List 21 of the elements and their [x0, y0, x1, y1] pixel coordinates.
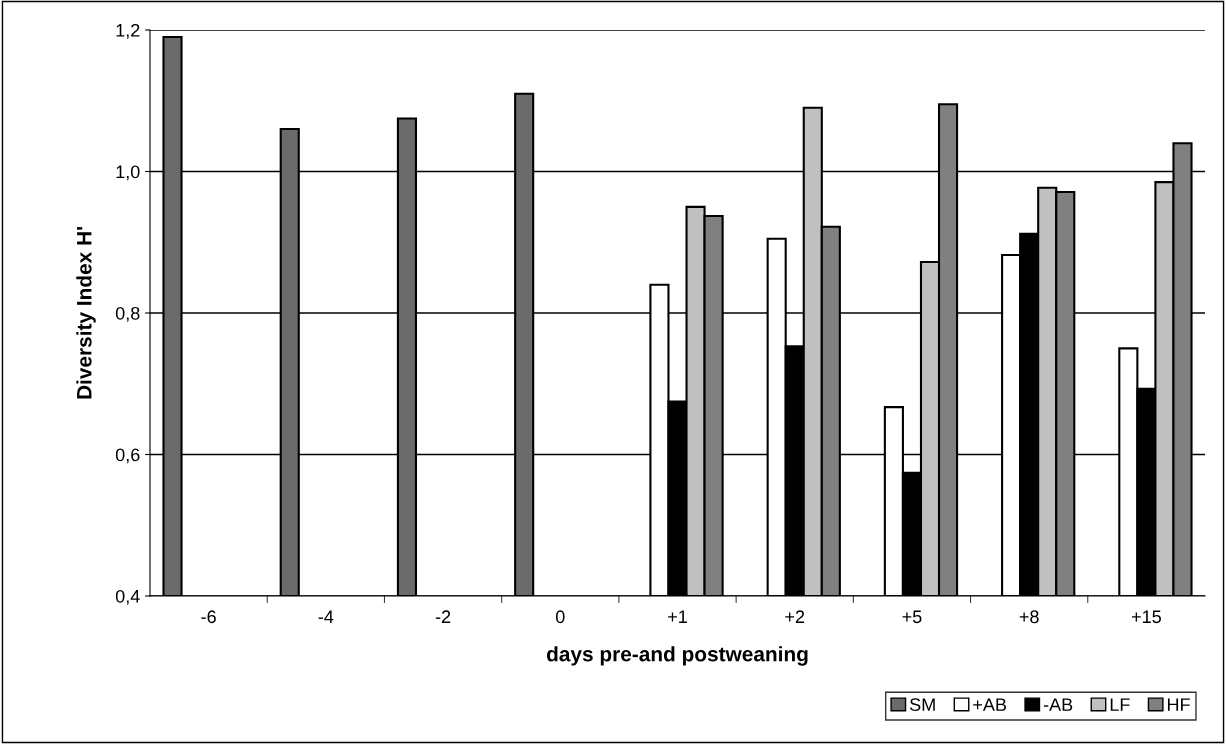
legend-label: -AB [1043, 698, 1073, 711]
x-tick-label: +2 [785, 610, 805, 623]
x-tick-label: +15 [1131, 610, 1161, 624]
legend-label: HF [1167, 698, 1190, 711]
x-axis-title: days pre-and postweaning [546, 646, 808, 666]
x-tick-label: -6 [201, 610, 216, 624]
y-tick-label: 0,4 [115, 589, 140, 605]
legend-label: LF [1110, 698, 1130, 711]
x-tick-label: +8 [1019, 610, 1039, 624]
y-axis-title: Diversity Index H' [76, 227, 96, 399]
y-tick-label: 1,0 [116, 165, 140, 181]
x-tick-label: +1 [668, 610, 687, 623]
legend-label: SM [909, 698, 935, 711]
x-tick-label: 0 [555, 610, 565, 624]
y-tick-label: 1,2 [116, 23, 140, 39]
x-tick-label: -2 [435, 610, 451, 623]
y-tick-label: 0,8 [115, 306, 140, 322]
x-tick-label: +5 [902, 610, 922, 624]
legend-label: +AB [973, 698, 1007, 711]
y-tick-label: 0,6 [115, 448, 140, 464]
x-tick-label: -4 [318, 610, 334, 623]
